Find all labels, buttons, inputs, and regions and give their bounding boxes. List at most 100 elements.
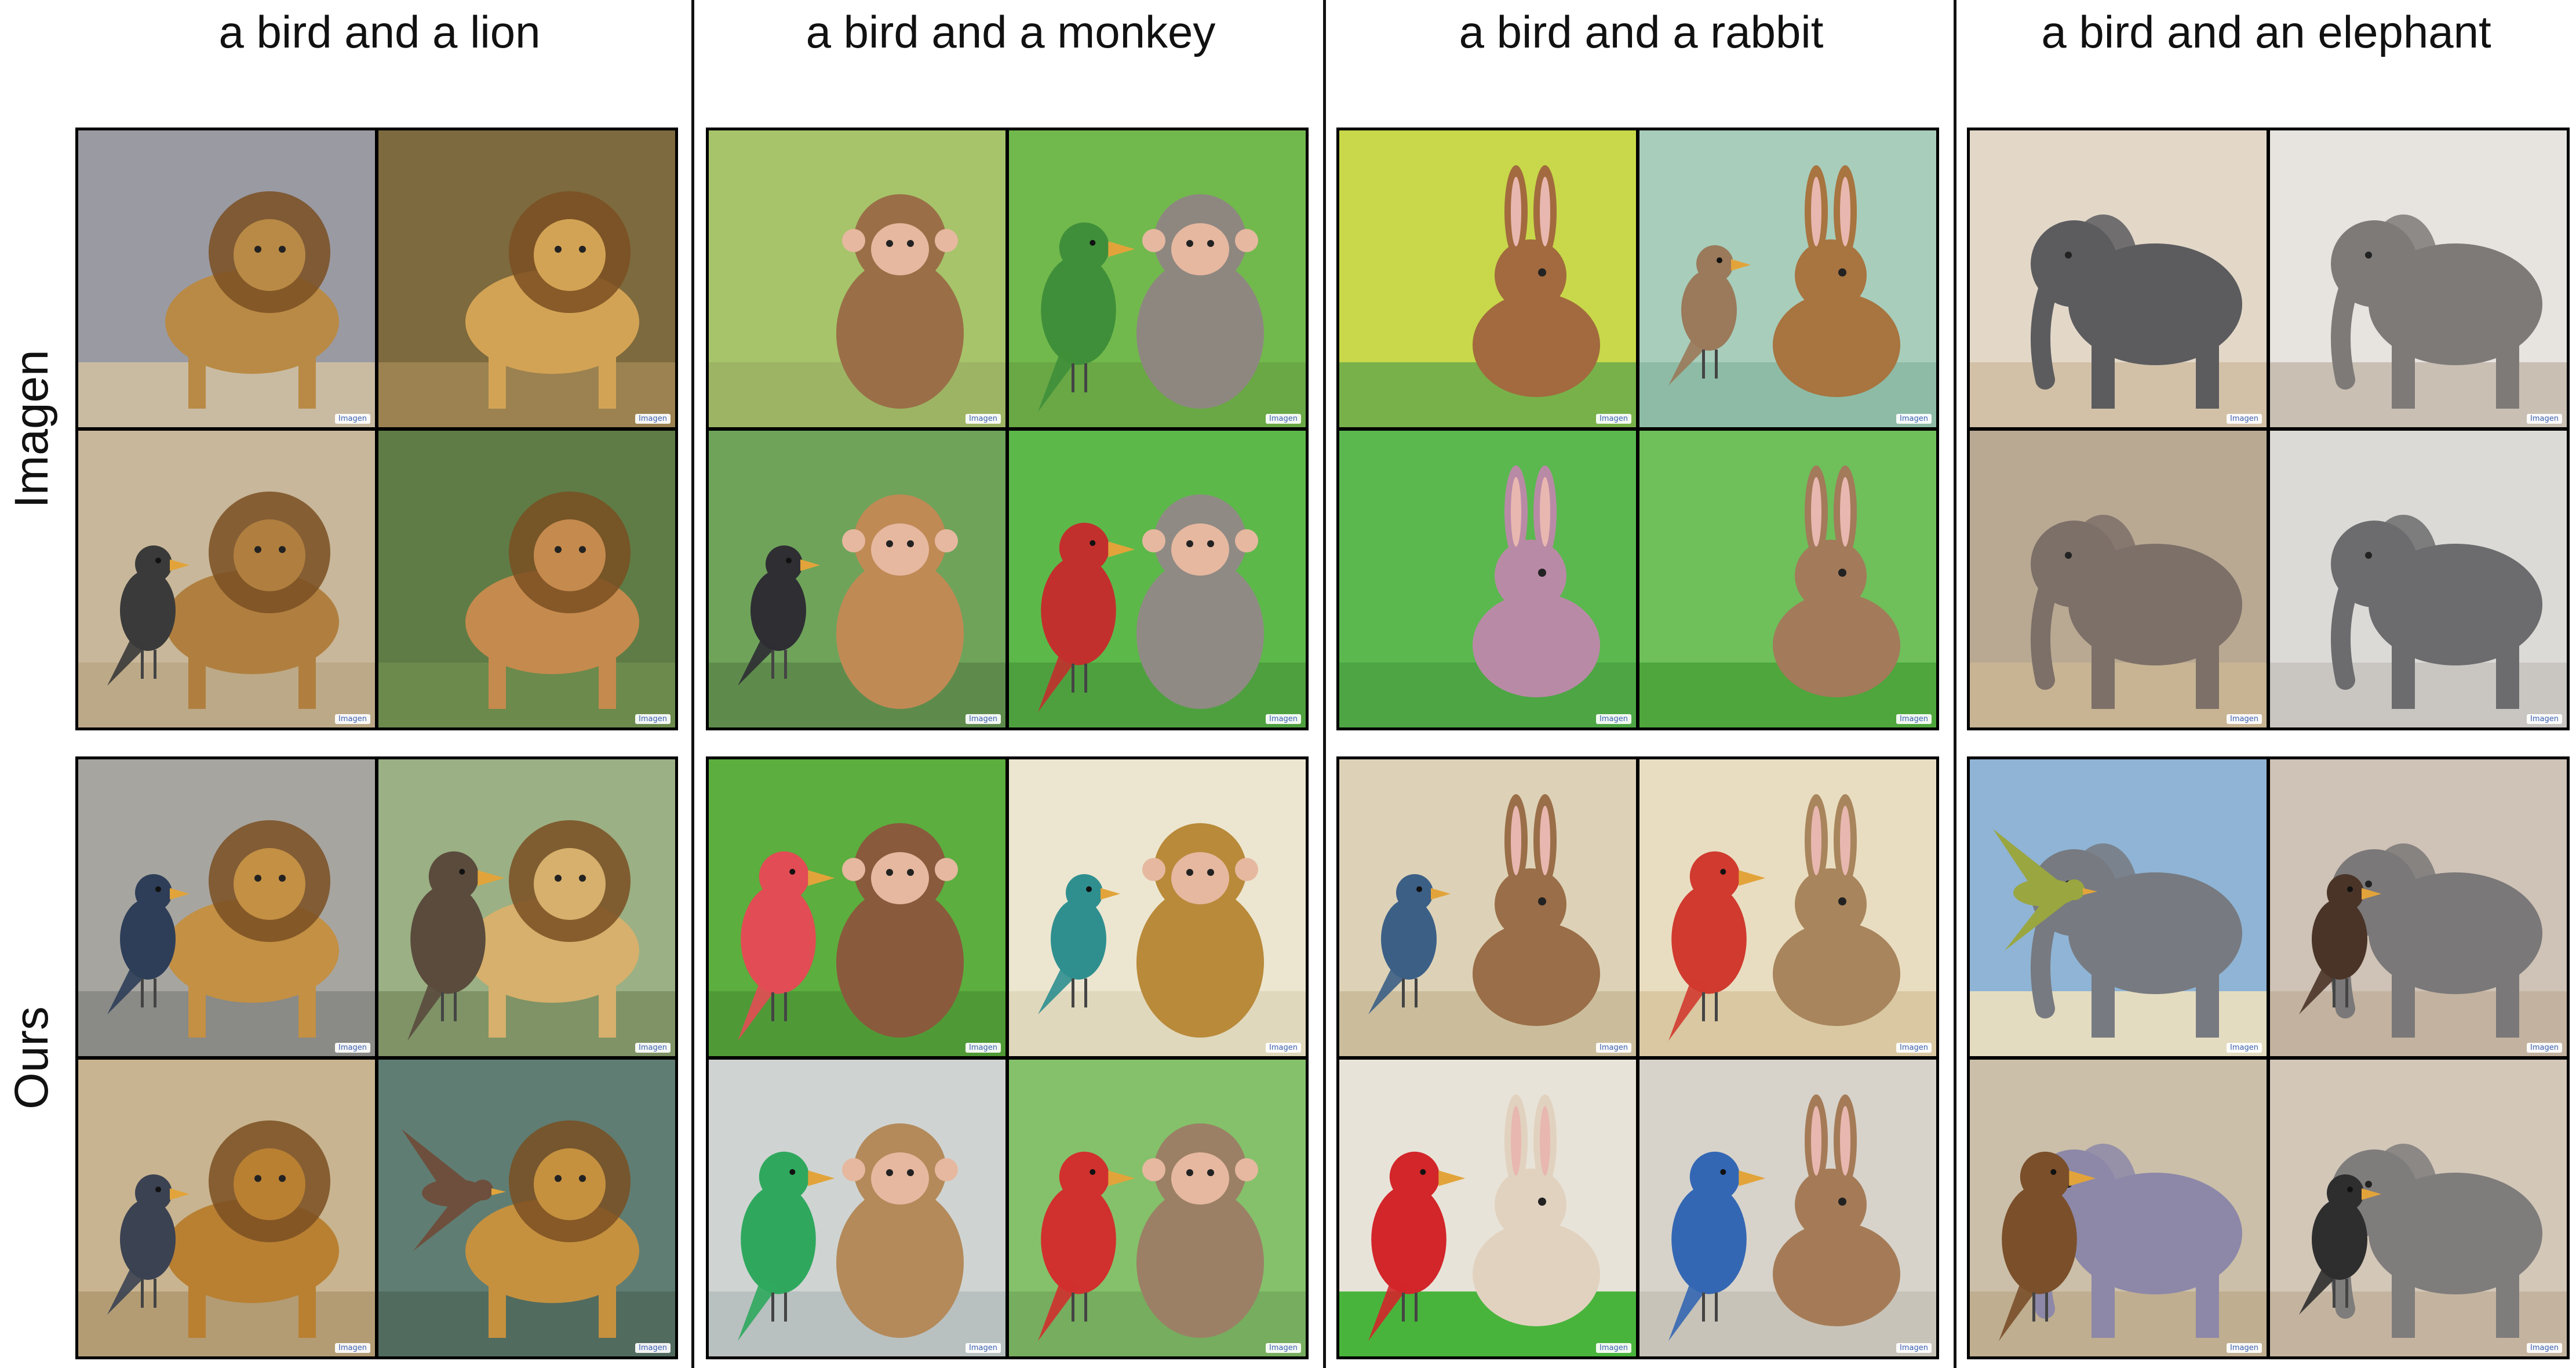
- image-illustration: [1009, 431, 1306, 727]
- imagen-watermark: Imagen: [1596, 414, 1631, 424]
- imagen-watermark: Imagen: [1896, 414, 1932, 424]
- image-illustration: [2270, 431, 2567, 727]
- elephant-figure: [2331, 515, 2542, 709]
- image-ground: [378, 663, 675, 727]
- generated-image: Imagen: [709, 130, 1005, 427]
- generated-image: Imagen: [378, 759, 675, 1056]
- column-separator: [1323, 0, 1326, 1368]
- imagen-watermark: Imagen: [2527, 1343, 2562, 1353]
- monkey-figure: [1136, 194, 1264, 409]
- row-label-imagen: Imagen: [0, 128, 64, 730]
- column-title-bird-lion: a bird and a lion: [218, 6, 541, 57]
- imagen-watermark: Imagen: [1896, 1043, 1932, 1053]
- generated-image: Imagen: [709, 1060, 1005, 1356]
- imagen-watermark: Imagen: [635, 1043, 671, 1053]
- row-label-ours: Ours: [0, 756, 64, 1359]
- generated-image: Imagen: [1009, 1060, 1306, 1356]
- image-illustration: [1970, 431, 2267, 727]
- generated-image: Imagen: [1009, 759, 1306, 1056]
- image-illustration: [1009, 759, 1306, 1056]
- generated-image: Imagen: [1970, 759, 2267, 1056]
- elephant-figure: [2031, 214, 2242, 409]
- imagen-watermark: Imagen: [2527, 714, 2562, 724]
- imagen-watermark: Imagen: [1896, 1343, 1932, 1353]
- generated-image: Imagen: [1339, 759, 1636, 1056]
- generated-image: Imagen: [78, 431, 375, 727]
- rabbit-figure: [1773, 165, 1900, 397]
- generated-image: Imagen: [1339, 431, 1636, 727]
- imagen-watermark: Imagen: [2227, 414, 2262, 424]
- monkey-figure: [1136, 823, 1264, 1038]
- row-label-text: Ours: [5, 1006, 59, 1109]
- elephant-figure: [2031, 515, 2242, 709]
- imagen-watermark: Imagen: [1896, 714, 1932, 724]
- rabbit-figure: [1773, 794, 1900, 1026]
- imagen-watermark: Imagen: [2227, 714, 2262, 724]
- imagen-watermark: Imagen: [2227, 1343, 2262, 1353]
- bird-figure: [2299, 874, 2381, 1014]
- imagen-watermark: Imagen: [1596, 1343, 1631, 1353]
- image-illustration: [78, 1060, 375, 1356]
- elephant-figure: [2331, 214, 2542, 409]
- lion-figure: [165, 492, 339, 709]
- monkey-figure: [836, 1123, 964, 1338]
- imagen-watermark: Imagen: [2227, 1043, 2262, 1053]
- imagen-watermark: Imagen: [2527, 414, 2562, 424]
- rabbit-figure: [1473, 165, 1600, 397]
- column-separator: [691, 0, 694, 1368]
- generated-image: Imagen: [709, 759, 1005, 1056]
- monkey-figure: [1136, 494, 1264, 709]
- image-ground: [78, 1291, 375, 1356]
- bird-figure: [1038, 222, 1135, 412]
- image-grid-monkey-imagen: Imagen Imagen Imagen Imagen: [706, 128, 1309, 730]
- monkey-figure: [836, 194, 964, 409]
- bird-figure: [1368, 1151, 1466, 1341]
- monkey-figure: [1136, 1123, 1264, 1338]
- rabbit-figure: [1773, 1094, 1900, 1326]
- imagen-watermark: Imagen: [335, 714, 370, 724]
- image-illustration: [1970, 130, 2267, 427]
- imagen-watermark: Imagen: [335, 414, 370, 424]
- imagen-watermark: Imagen: [965, 714, 1001, 724]
- imagen-watermark: Imagen: [335, 1343, 370, 1353]
- image-illustration: [78, 130, 375, 427]
- bird-figure: [107, 545, 190, 686]
- bird-figure: [107, 874, 190, 1014]
- elephant-figure: [2331, 843, 2542, 1038]
- imagen-watermark: Imagen: [1596, 1043, 1631, 1053]
- image-ground: [2270, 663, 2567, 727]
- generated-image: Imagen: [1639, 130, 1936, 427]
- bird-figure: [1668, 1151, 1766, 1341]
- monkey-figure: [836, 823, 964, 1038]
- image-ground: [78, 362, 375, 427]
- lion-figure: [165, 1120, 339, 1338]
- bird-figure: [1668, 851, 1766, 1041]
- image-illustration: [378, 1060, 675, 1356]
- generated-image: Imagen: [378, 431, 675, 727]
- image-grid-monkey-ours: Imagen Imagen Imagen Imagen: [706, 756, 1309, 1359]
- column-separator: [1954, 0, 1956, 1368]
- bird-figure: [407, 851, 505, 1041]
- bird-figure: [1993, 829, 2097, 951]
- image-illustration: [1339, 130, 1636, 427]
- image-grid-lion-imagen: Imagen Imagen Imagen Imagen: [75, 128, 678, 730]
- image-illustration: [709, 759, 1005, 1056]
- bird-figure: [1038, 874, 1120, 1014]
- image-ground: [78, 991, 375, 1056]
- lion-figure: [465, 191, 639, 409]
- bird-figure: [1038, 1151, 1135, 1341]
- imagen-watermark: Imagen: [965, 414, 1001, 424]
- bird-figure: [1038, 522, 1135, 712]
- generated-image: Imagen: [1639, 759, 1936, 1056]
- imagen-watermark: Imagen: [1266, 714, 1301, 724]
- generated-image: Imagen: [378, 1060, 675, 1356]
- image-illustration: [1639, 759, 1936, 1056]
- generated-image: Imagen: [78, 130, 375, 427]
- image-illustration: [2270, 1060, 2567, 1356]
- imagen-watermark: Imagen: [335, 1043, 370, 1053]
- generated-image: Imagen: [2270, 431, 2567, 727]
- image-illustration: [1009, 130, 1306, 427]
- generated-image: Imagen: [1009, 431, 1306, 727]
- imagen-watermark: Imagen: [635, 1343, 671, 1353]
- image-ground: [1970, 362, 2267, 427]
